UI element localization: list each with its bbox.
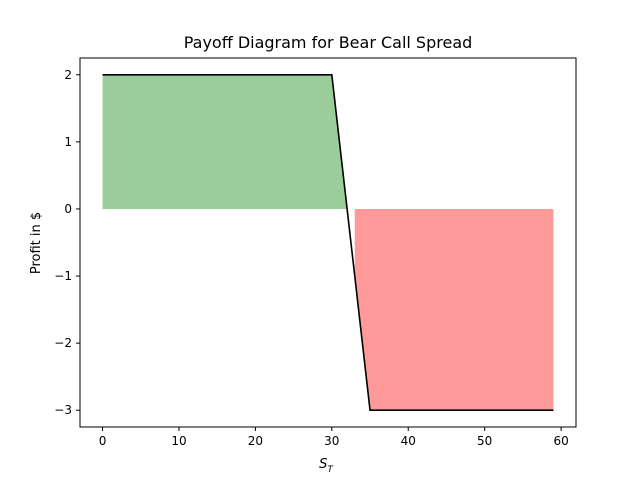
y-axis-label: Profit in $	[29, 212, 44, 274]
x-axis-ticks: 0 10 20 30 40 50 60	[99, 427, 569, 448]
x-tick-label: 10	[171, 434, 186, 448]
loss-fill-region	[354, 208, 554, 411]
x-tick-label: 0	[99, 434, 107, 448]
y-tick-label: −3	[54, 403, 72, 417]
y-tick-label: 2	[64, 68, 72, 82]
plot-frame	[79, 57, 577, 428]
y-tick-label: −2	[54, 336, 72, 350]
x-tick-label: 50	[477, 434, 492, 448]
payoff-line-1	[102, 73, 554, 412]
profit-fill-region	[102, 74, 348, 209]
x-tick-label: 20	[248, 434, 263, 448]
x-tick-label: 40	[401, 434, 416, 448]
x-axis-label: ST	[319, 457, 334, 475]
chart-title: Payoff Diagram for Bear Call Spread	[184, 33, 473, 52]
x-tick-label: 60	[553, 434, 568, 448]
y-tick-label: −1	[54, 269, 72, 283]
x-tick-label: 30	[324, 434, 339, 448]
y-tick-label: 1	[64, 135, 72, 149]
y-axis-ticks: 2 1 0 −1 −2 −3	[54, 68, 80, 417]
fill-regions	[102, 74, 554, 411]
y-tick-label: 0	[64, 202, 72, 216]
payoff-lines	[102, 73, 554, 412]
